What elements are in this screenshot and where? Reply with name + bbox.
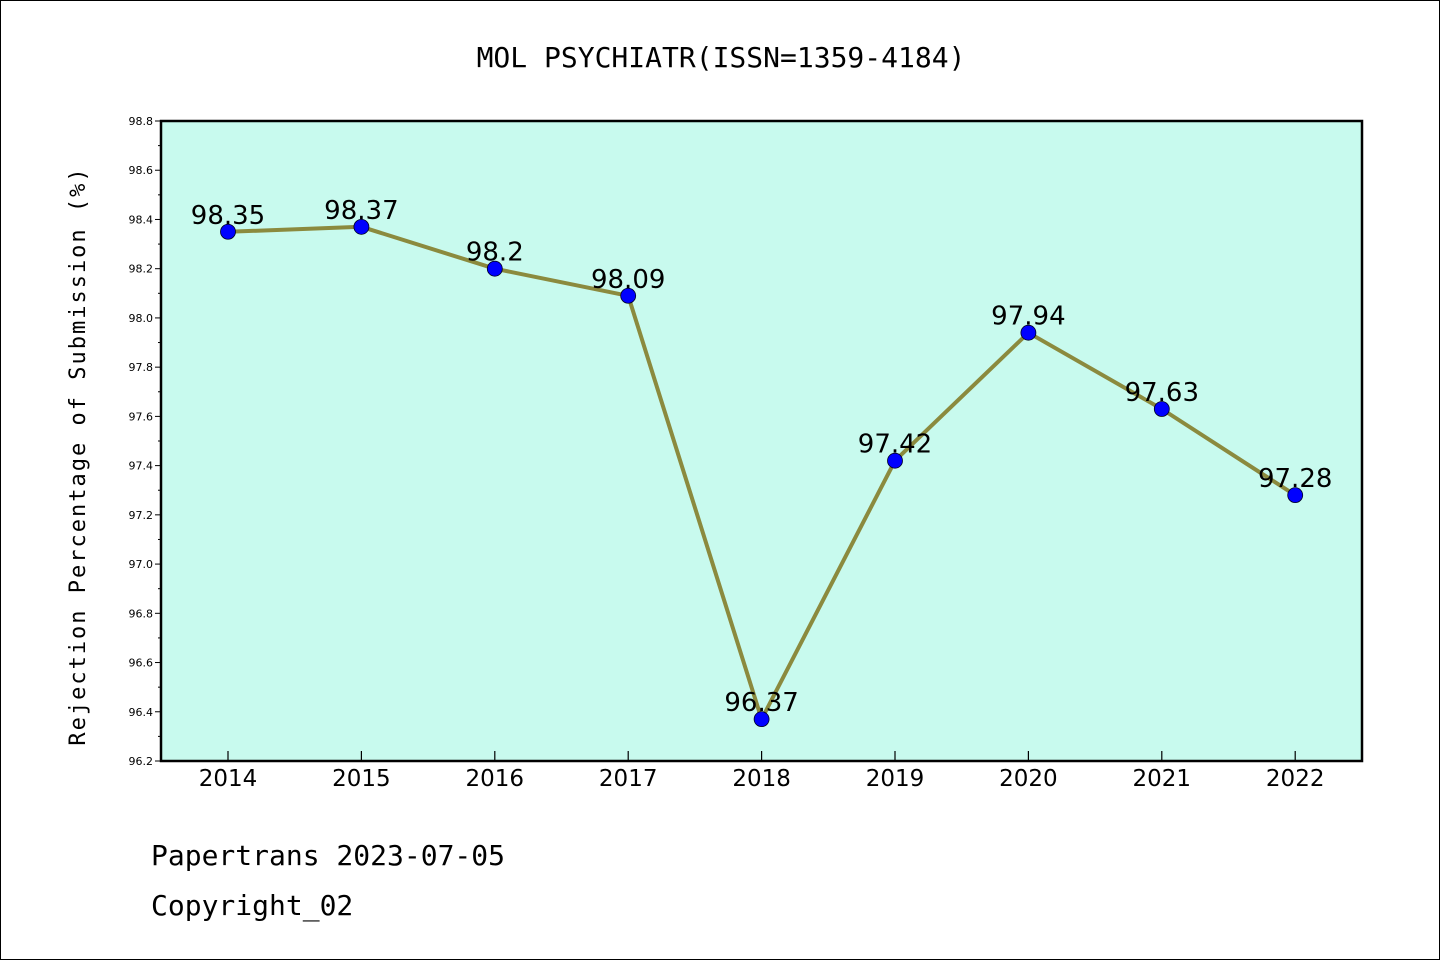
footer-copyright-line: Copyright_02	[151, 889, 353, 923]
y-tick-label: 98.8	[129, 115, 154, 128]
data-point	[1287, 487, 1304, 504]
data-point	[486, 260, 503, 277]
y-axis: 96.2 96.4 96.6 96.8 97.0 97.2 97.4 97.6 97.8 98.0…	[129, 115, 161, 768]
y-tick-label: 96.8	[129, 607, 154, 620]
data-label: 98.37	[324, 196, 398, 226]
data-point	[1153, 401, 1170, 417]
data-point	[220, 223, 236, 240]
x-tick-label: 2022	[1266, 766, 1325, 792]
data-label: 96.37	[724, 688, 798, 718]
data-label: 97.42	[858, 430, 932, 460]
data-label: 97.28	[1258, 464, 1332, 494]
data-point	[353, 218, 370, 235]
footer-date-line: Papertrans 2023-07-05	[151, 839, 505, 872]
data-label: 98.35	[191, 201, 265, 231]
data-series: 98.35 98.37 98.2 98.09 96.37 97.42 97.94 97.63 9…	[191, 196, 1332, 728]
x-tick-label: 2019	[866, 766, 925, 792]
y-tick-label: 96.2	[129, 755, 154, 768]
y-axis-label: Rejection Percentage of Submission (%)	[66, 166, 91, 745]
y-tick-label: 98.6	[129, 164, 154, 177]
x-tick-label: 2015	[332, 766, 391, 792]
data-point	[887, 452, 903, 469]
y-tick-label: 97.2	[129, 509, 154, 522]
y-tick-label: 97.4	[129, 460, 154, 473]
x-tick-label: 2017	[599, 766, 658, 792]
chart-title: MOL PSYCHIATR(ISSN=1359-4184)	[477, 41, 966, 74]
data-label: 98.2	[466, 238, 524, 268]
y-tick-label: 98.4	[129, 213, 154, 226]
data-label: 97.94	[991, 302, 1065, 332]
data-point	[620, 287, 637, 304]
y-tick-label: 96.4	[129, 706, 154, 719]
data-point	[1020, 324, 1037, 341]
y-tick-label: 98.0	[129, 312, 154, 325]
y-tick-label: 97.8	[129, 361, 154, 374]
data-point	[753, 711, 770, 728]
data-label: 98.09	[591, 265, 665, 295]
x-tick-label: 2014	[199, 766, 258, 792]
x-tick-label: 2021	[1133, 766, 1192, 792]
y-tick-label: 97.0	[129, 558, 154, 571]
y-tick-label: 98.2	[129, 263, 154, 276]
y-tick-label: 96.6	[129, 657, 154, 670]
x-tick-label: 2016	[466, 766, 525, 792]
x-axis: 2014 2015 2016 2017 2018 2019 2020 2021 2022	[199, 751, 1325, 792]
y-tick-label: 97.6	[129, 410, 154, 423]
data-label: 97.63	[1125, 378, 1199, 408]
x-tick-label: 2018	[732, 766, 791, 792]
x-tick-label: 2020	[999, 766, 1058, 792]
